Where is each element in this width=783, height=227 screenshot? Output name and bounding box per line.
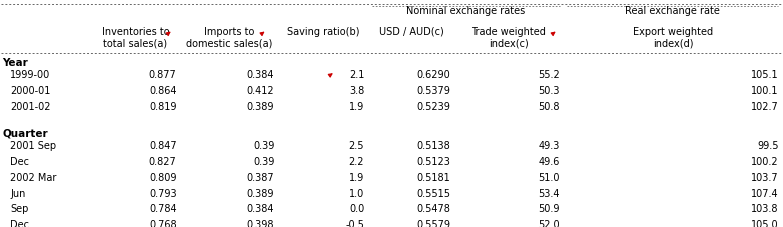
- Text: 0.5181: 0.5181: [417, 172, 450, 182]
- Text: Nominal exchange rates: Nominal exchange rates: [406, 6, 525, 16]
- Text: 2.1: 2.1: [348, 70, 364, 80]
- Text: 103.8: 103.8: [751, 203, 778, 213]
- Text: Imports to: Imports to: [204, 27, 254, 37]
- Text: 0.384: 0.384: [247, 70, 274, 80]
- Text: domestic sales(a): domestic sales(a): [186, 38, 272, 48]
- Text: 0.39: 0.39: [253, 156, 274, 166]
- Text: 0.793: 0.793: [149, 188, 176, 198]
- Text: 55.2: 55.2: [538, 70, 560, 80]
- Text: 100.1: 100.1: [751, 86, 778, 96]
- Text: index(c): index(c): [489, 38, 529, 48]
- Text: 0.412: 0.412: [247, 86, 274, 96]
- Text: 0.5478: 0.5478: [417, 203, 450, 213]
- Text: 1.9: 1.9: [349, 101, 364, 111]
- Text: 0.389: 0.389: [247, 101, 274, 111]
- Text: Dec: Dec: [10, 156, 29, 166]
- Text: 0.5379: 0.5379: [417, 86, 450, 96]
- Text: 2.5: 2.5: [348, 141, 364, 151]
- Text: Dec: Dec: [10, 219, 29, 227]
- Text: USD / AUD(c): USD / AUD(c): [379, 27, 443, 37]
- Text: 0.809: 0.809: [149, 172, 176, 182]
- Text: 0.819: 0.819: [149, 101, 176, 111]
- Text: 0.5515: 0.5515: [416, 188, 450, 198]
- Text: 0.784: 0.784: [149, 203, 176, 213]
- Text: 49.3: 49.3: [538, 141, 560, 151]
- Text: 2001 Sep: 2001 Sep: [10, 141, 56, 151]
- Text: 0.6290: 0.6290: [417, 70, 450, 80]
- Text: 0.39: 0.39: [253, 141, 274, 151]
- Text: 102.7: 102.7: [751, 101, 778, 111]
- Text: total sales(a): total sales(a): [103, 38, 168, 48]
- Text: 53.4: 53.4: [538, 188, 560, 198]
- Text: 0.5123: 0.5123: [417, 156, 450, 166]
- Text: 2.2: 2.2: [348, 156, 364, 166]
- Text: 50.3: 50.3: [538, 86, 560, 96]
- Text: 99.5: 99.5: [757, 141, 778, 151]
- Text: 0.5138: 0.5138: [417, 141, 450, 151]
- Text: 0.5579: 0.5579: [416, 219, 450, 227]
- Text: -0.5: -0.5: [345, 219, 364, 227]
- Text: 0.877: 0.877: [149, 70, 176, 80]
- Text: Jun: Jun: [10, 188, 26, 198]
- Text: 0.864: 0.864: [149, 86, 176, 96]
- Text: 0.0: 0.0: [349, 203, 364, 213]
- Text: 0.384: 0.384: [247, 203, 274, 213]
- Text: Inventories to: Inventories to: [102, 27, 169, 37]
- Text: Saving ratio(b): Saving ratio(b): [287, 27, 359, 37]
- Text: 0.387: 0.387: [247, 172, 274, 182]
- Text: Real exchange rate: Real exchange rate: [626, 6, 720, 16]
- Text: 2000-01: 2000-01: [10, 86, 50, 96]
- Text: 50.8: 50.8: [538, 101, 560, 111]
- Text: 1999-00: 1999-00: [10, 70, 50, 80]
- Text: Quarter: Quarter: [2, 128, 48, 138]
- Text: 103.7: 103.7: [751, 172, 778, 182]
- Text: 0.768: 0.768: [149, 219, 176, 227]
- Text: Export weighted: Export weighted: [633, 27, 713, 37]
- Text: 107.4: 107.4: [751, 188, 778, 198]
- Text: Year: Year: [2, 57, 28, 67]
- Text: 1.9: 1.9: [349, 172, 364, 182]
- Text: 1.0: 1.0: [349, 188, 364, 198]
- Text: 49.6: 49.6: [538, 156, 560, 166]
- Text: 2002 Mar: 2002 Mar: [10, 172, 56, 182]
- Text: Trade weighted: Trade weighted: [471, 27, 547, 37]
- Text: 52.0: 52.0: [538, 219, 560, 227]
- Text: 0.398: 0.398: [247, 219, 274, 227]
- Text: 105.1: 105.1: [751, 70, 778, 80]
- Text: 105.0: 105.0: [751, 219, 778, 227]
- Text: index(d): index(d): [652, 38, 693, 48]
- Text: 2001-02: 2001-02: [10, 101, 51, 111]
- Text: Sep: Sep: [10, 203, 28, 213]
- Text: 0.827: 0.827: [149, 156, 176, 166]
- Text: 100.2: 100.2: [751, 156, 778, 166]
- Text: 0.389: 0.389: [247, 188, 274, 198]
- Text: 51.0: 51.0: [538, 172, 560, 182]
- Text: 0.5239: 0.5239: [417, 101, 450, 111]
- Text: 50.9: 50.9: [538, 203, 560, 213]
- Text: 3.8: 3.8: [349, 86, 364, 96]
- Text: 0.847: 0.847: [149, 141, 176, 151]
